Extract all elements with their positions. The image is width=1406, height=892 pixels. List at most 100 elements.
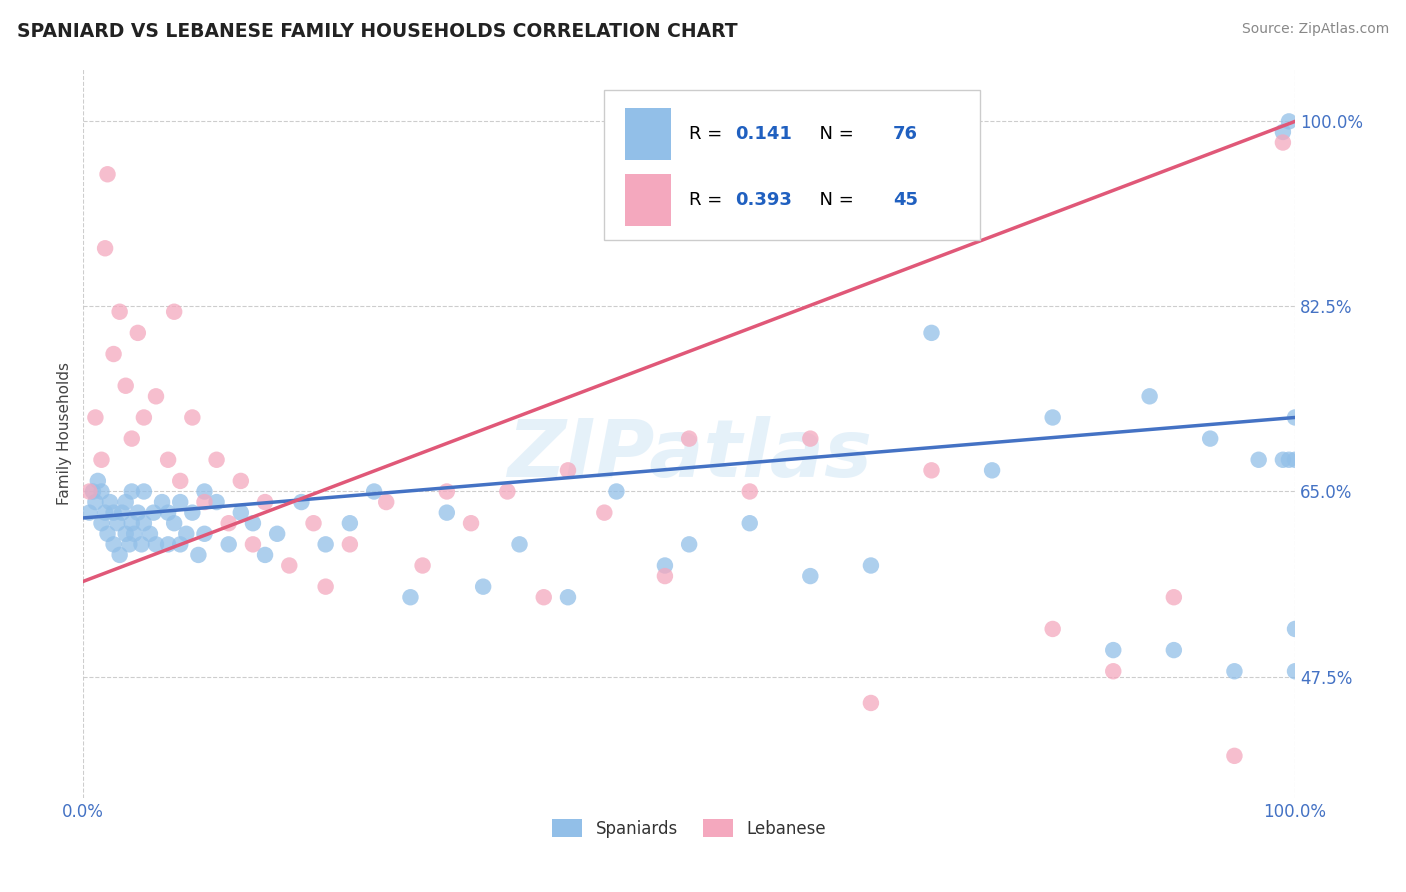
Point <box>1163 643 1185 657</box>
Point <box>96 526 118 541</box>
Point <box>399 591 422 605</box>
Point <box>169 474 191 488</box>
Text: ZIPatlas: ZIPatlas <box>506 417 872 494</box>
Point <box>150 495 173 509</box>
Point <box>108 548 131 562</box>
FancyBboxPatch shape <box>624 174 671 226</box>
Text: Source: ZipAtlas.com: Source: ZipAtlas.com <box>1241 22 1389 37</box>
Point <box>181 506 204 520</box>
Point <box>169 537 191 551</box>
Point <box>103 347 125 361</box>
Point <box>315 537 337 551</box>
Point <box>114 526 136 541</box>
Point <box>921 326 943 340</box>
Point <box>472 580 495 594</box>
Point <box>84 495 107 509</box>
Point <box>799 569 821 583</box>
Point <box>1042 410 1064 425</box>
Point <box>254 548 277 562</box>
Point <box>557 463 579 477</box>
Point <box>738 484 761 499</box>
Point <box>87 474 110 488</box>
Point <box>84 410 107 425</box>
Point <box>1278 114 1301 128</box>
Point <box>654 558 676 573</box>
Point <box>375 495 398 509</box>
Point <box>181 410 204 425</box>
Point <box>121 516 143 531</box>
Point <box>118 537 141 551</box>
Point <box>108 304 131 318</box>
Point <box>738 516 761 531</box>
Point <box>142 506 165 520</box>
Text: 76: 76 <box>893 125 918 144</box>
Text: R =: R = <box>689 125 728 144</box>
Point <box>157 506 180 520</box>
Point <box>1271 452 1294 467</box>
Point <box>79 484 101 499</box>
Point <box>94 241 117 255</box>
Point <box>163 304 186 318</box>
Point <box>127 506 149 520</box>
Point <box>90 484 112 499</box>
Point <box>132 410 155 425</box>
Point <box>1271 136 1294 150</box>
FancyBboxPatch shape <box>605 90 980 240</box>
Point <box>1284 622 1306 636</box>
Point <box>339 537 361 551</box>
Point <box>1199 432 1222 446</box>
FancyBboxPatch shape <box>624 108 671 161</box>
Point <box>557 591 579 605</box>
Point <box>96 167 118 181</box>
Text: N =: N = <box>808 125 859 144</box>
Point <box>315 580 337 594</box>
Point <box>157 537 180 551</box>
Point <box>205 495 228 509</box>
Point <box>139 526 162 541</box>
Point <box>132 516 155 531</box>
Point <box>339 516 361 531</box>
Point <box>436 484 458 499</box>
Point <box>799 432 821 446</box>
Text: SPANIARD VS LEBANESE FAMILY HOUSEHOLDS CORRELATION CHART: SPANIARD VS LEBANESE FAMILY HOUSEHOLDS C… <box>17 22 738 41</box>
Text: 45: 45 <box>893 191 918 209</box>
Point <box>654 569 676 583</box>
Point <box>103 537 125 551</box>
Point <box>145 537 167 551</box>
Point <box>79 506 101 520</box>
Point <box>436 506 458 520</box>
Point <box>121 484 143 499</box>
Text: R =: R = <box>689 191 728 209</box>
Point <box>859 696 882 710</box>
Point <box>859 558 882 573</box>
Point <box>90 516 112 531</box>
Point <box>114 378 136 392</box>
Point <box>678 432 700 446</box>
Point <box>169 495 191 509</box>
Point <box>460 516 482 531</box>
Point <box>242 516 264 531</box>
Point <box>1247 452 1270 467</box>
Point <box>1284 452 1306 467</box>
Point <box>1284 410 1306 425</box>
Point <box>218 516 240 531</box>
Point <box>205 452 228 467</box>
Point <box>593 506 616 520</box>
Point <box>163 516 186 531</box>
Text: 0.141: 0.141 <box>735 125 792 144</box>
Y-axis label: Family Households: Family Households <box>58 362 72 505</box>
Point <box>90 452 112 467</box>
Point <box>1223 665 1246 679</box>
Point <box>157 452 180 467</box>
Point <box>122 526 145 541</box>
Point <box>921 463 943 477</box>
Point <box>82 484 104 499</box>
Point <box>145 389 167 403</box>
Point <box>363 484 385 499</box>
Point <box>1102 665 1125 679</box>
Point <box>1163 591 1185 605</box>
Point <box>98 495 121 509</box>
Point <box>1102 643 1125 657</box>
Point <box>132 484 155 499</box>
Point <box>127 326 149 340</box>
